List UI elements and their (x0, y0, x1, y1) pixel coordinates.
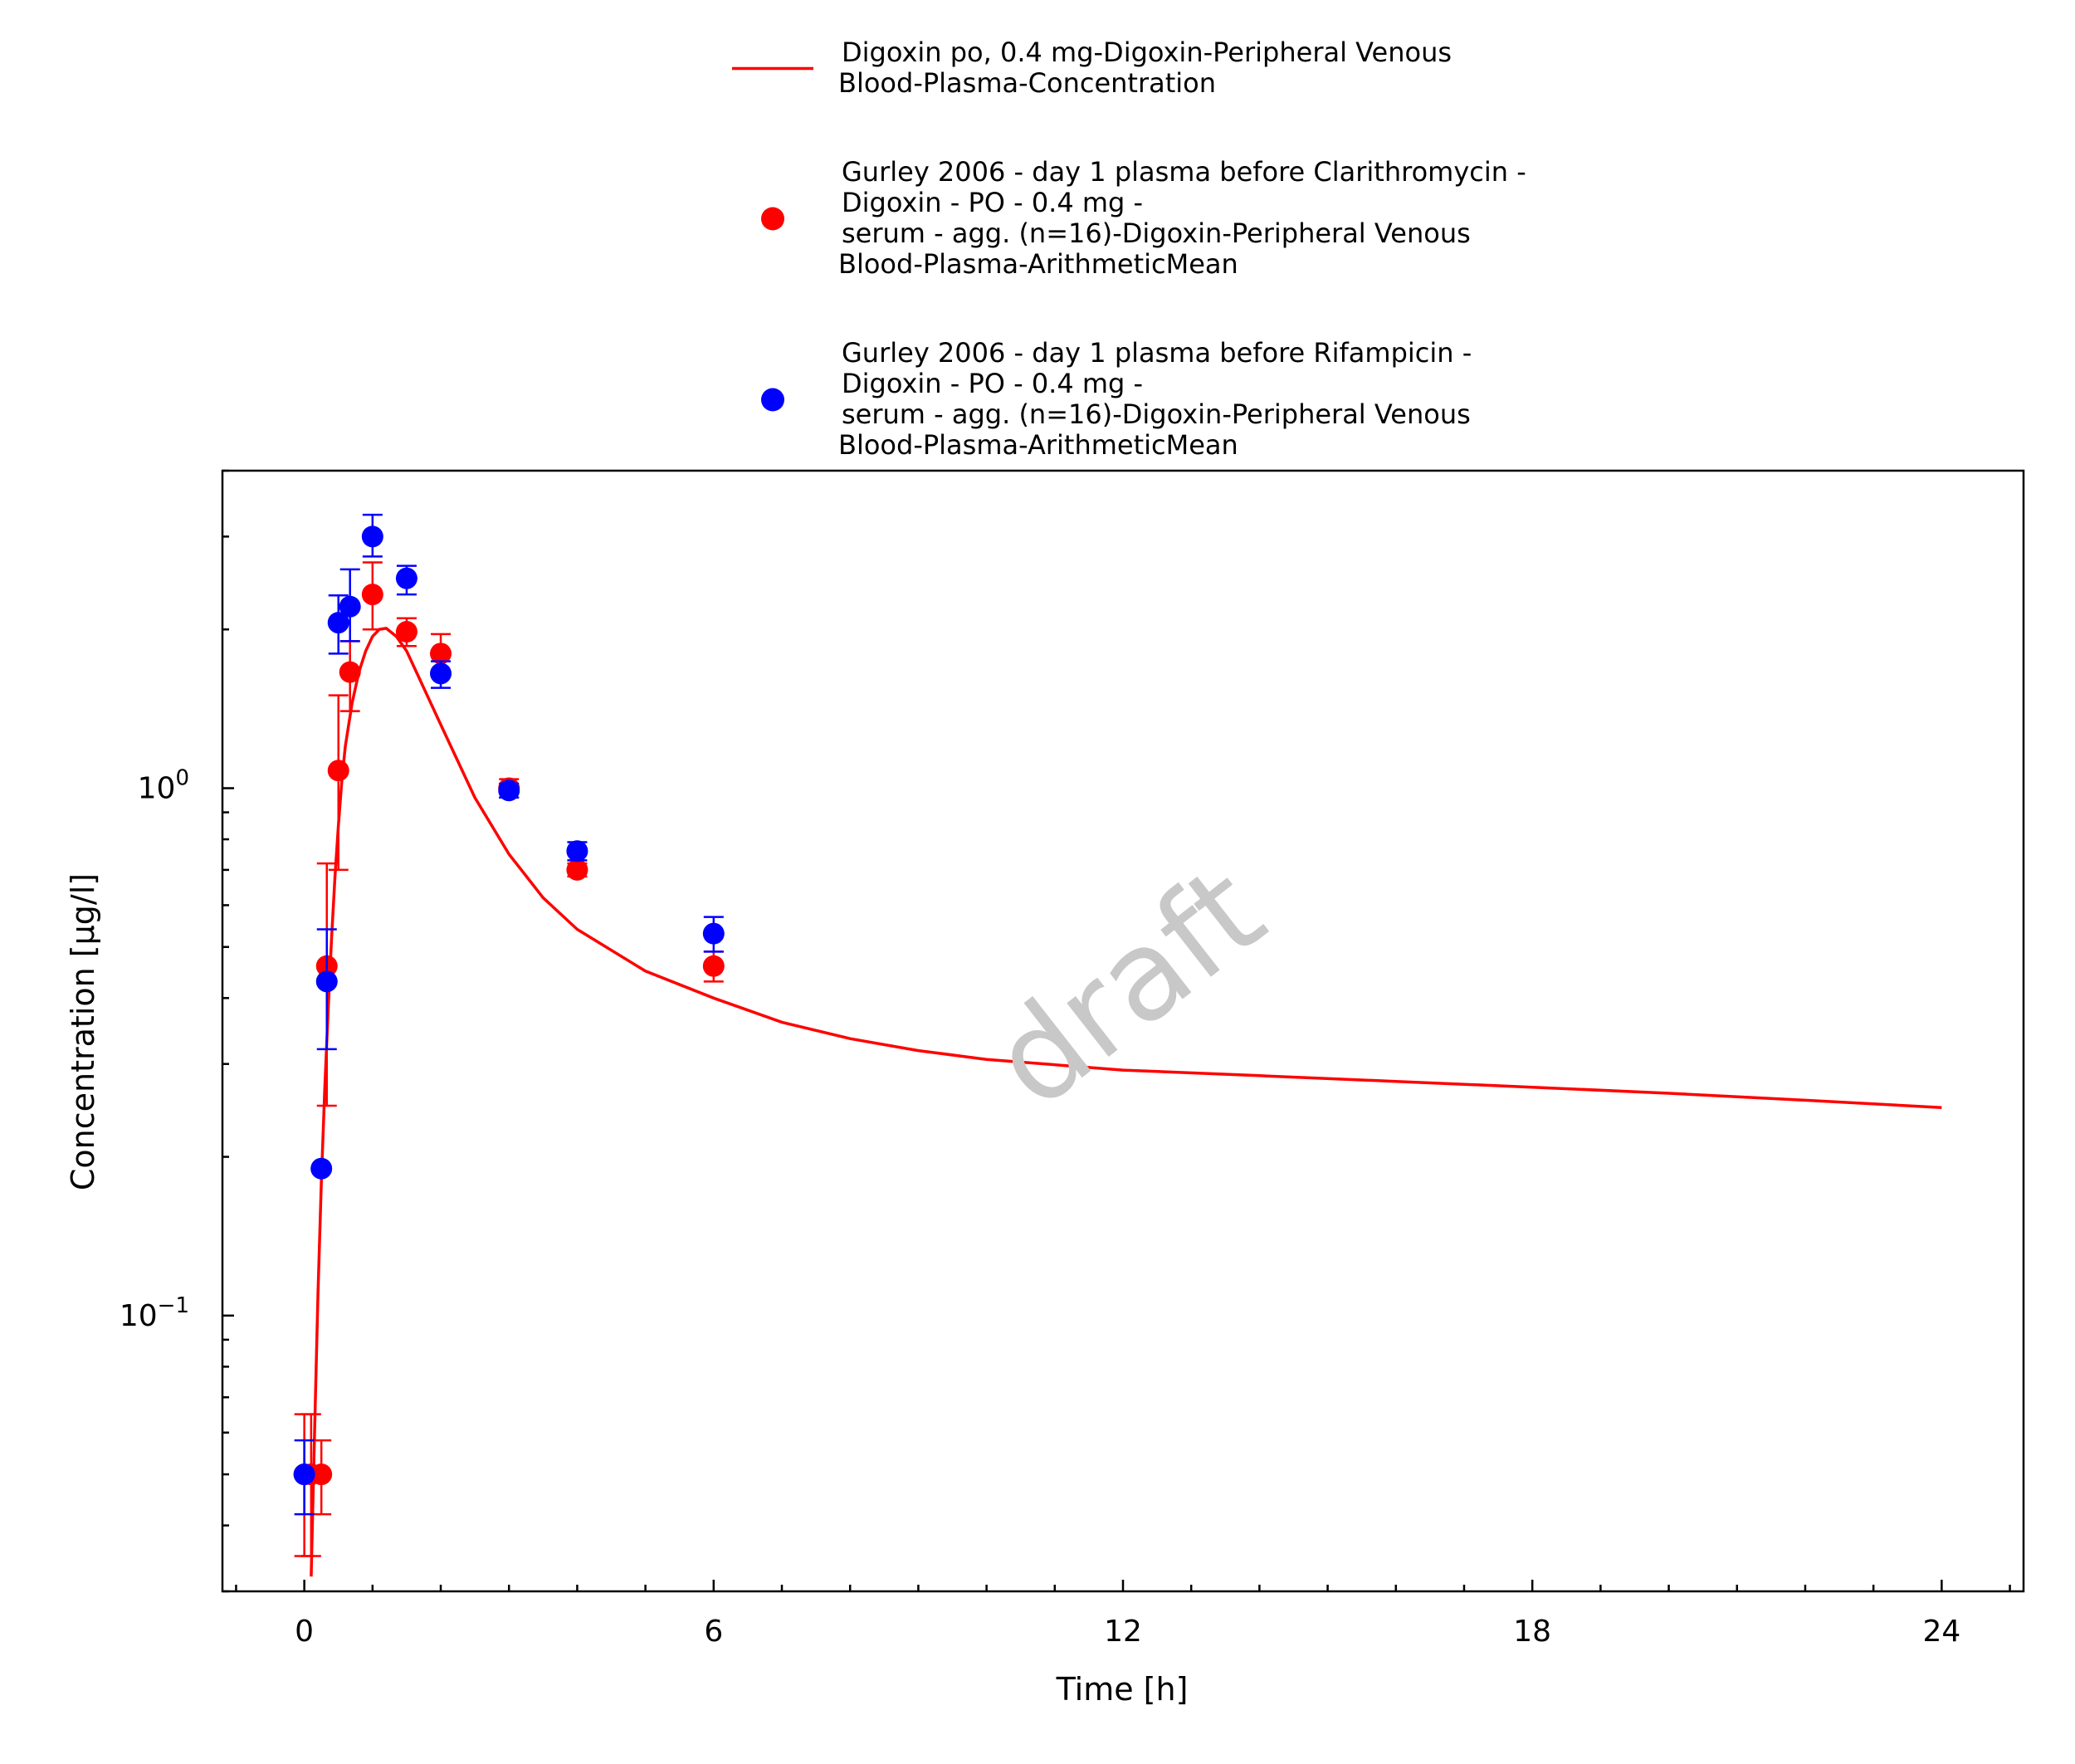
data-point (566, 858, 588, 881)
y-axis: 100 10−1 (120, 469, 234, 1593)
series-line (310, 627, 1942, 1577)
legend-text-line: Digoxin po, 0.4 mg-Digoxin-Peripheral Ve… (842, 37, 1452, 68)
x-tick-label: 24 (1922, 1615, 1960, 1649)
data-point (293, 1463, 315, 1486)
data-point (702, 922, 725, 945)
legend-dot-marker (761, 207, 784, 231)
data-point (498, 779, 520, 802)
data-point (315, 970, 338, 993)
data-point (327, 760, 349, 782)
data-point (339, 661, 361, 683)
data-point (327, 612, 349, 634)
data-point (430, 662, 452, 685)
data-point (339, 595, 361, 618)
x-tick-label: 0 (295, 1615, 314, 1649)
x-tick-label: 12 (1104, 1615, 1142, 1649)
legend-text-line: Blood-Plasma-Concentration (838, 67, 1216, 99)
x-tick-label: 6 (704, 1615, 723, 1649)
legend-text-line: Blood-Plasma-ArithmeticMean (838, 429, 1238, 461)
legend-text-line: Digoxin - PO - 0.4 mg - (842, 368, 1143, 399)
data-point (702, 955, 725, 977)
data-point (310, 1157, 333, 1180)
x-axis: 0 6 12 18 24 (235, 1580, 2011, 1649)
data-point (361, 525, 383, 548)
y-tick-label: 100 (138, 765, 189, 805)
x-tick-label: 18 (1513, 1615, 1551, 1649)
legend-text-line: serum - agg. (n=16)-Digoxin-Peripheral V… (842, 398, 1471, 430)
legend-text-line: serum - agg. (n=16)-Digoxin-Peripheral V… (842, 217, 1471, 249)
legend: Digoxin po, 0.4 mg-Digoxin-Peripheral Ve… (732, 37, 1526, 461)
data-point (430, 643, 452, 665)
legend-text-line: Blood-Plasma-ArithmeticMean (838, 248, 1238, 280)
x-axis-label: Time [h] (1056, 1671, 1189, 1708)
data-point (395, 621, 417, 643)
watermark: draft (967, 839, 1290, 1136)
legend-text-line: Gurley 2006 - day 1 plasma before Rifamp… (842, 337, 1472, 369)
data-point (361, 584, 383, 606)
legend-dot-marker (761, 388, 784, 412)
plot-area (293, 513, 1942, 1577)
legend-text-line: Digoxin - PO - 0.4 mg - (842, 187, 1143, 218)
y-tick-label: 10−1 (120, 1293, 189, 1333)
data-point (310, 1463, 333, 1486)
y-axis-label: Concentration [µg/l] (65, 873, 101, 1190)
legend-text-line: Gurley 2006 - day 1 plasma before Clarit… (842, 156, 1526, 188)
data-point (395, 567, 417, 589)
data-point (566, 840, 588, 862)
